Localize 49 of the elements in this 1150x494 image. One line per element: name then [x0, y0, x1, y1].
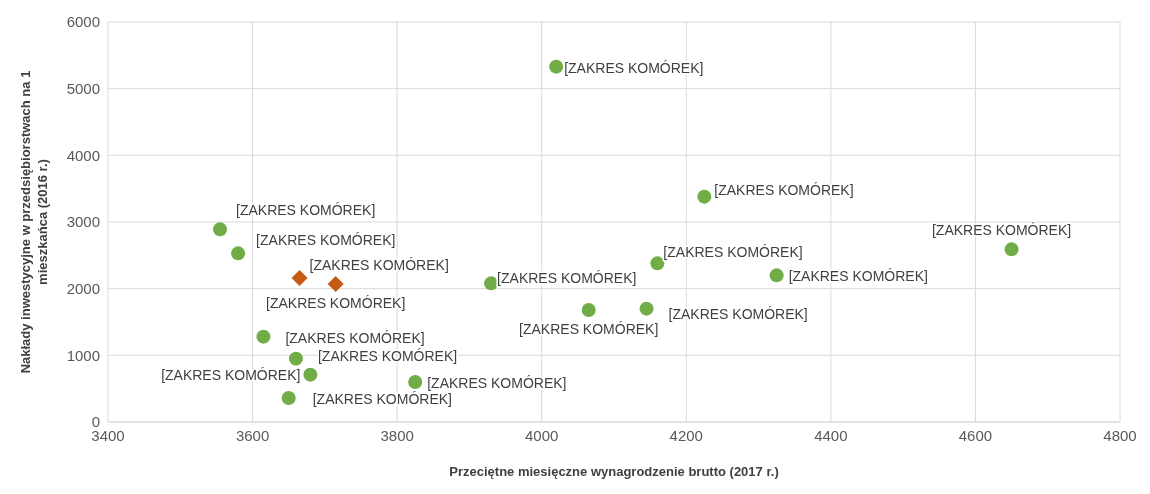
x-tick-label: 3600 — [235, 426, 270, 444]
annotation: [ZAKRES KOMÓREK] — [317, 347, 458, 364]
annotation: [ZAKRES KOMÓREK] — [788, 268, 928, 285]
point — [639, 301, 654, 316]
x-tick-label: 4400 — [814, 426, 848, 444]
point — [291, 270, 308, 286]
y-tick-label: 6000 — [66, 13, 100, 31]
annotation: [ZAKRES KOMÓREK] — [564, 59, 704, 76]
x-tick-label: 4600 — [958, 426, 993, 444]
point — [303, 367, 318, 382]
point — [213, 222, 228, 237]
point — [581, 303, 596, 317]
annotation: [ZAKRES KOMÓREK] — [427, 375, 567, 391]
annotation: [ZAKRES KOMÓREK] — [161, 366, 301, 383]
point — [288, 351, 303, 366]
x-tick-label: 4200 — [669, 426, 703, 444]
point — [231, 246, 246, 261]
y-tick-label: 5000 — [66, 79, 100, 97]
point — [408, 375, 423, 389]
annotation: [ZAKRES KOMÓREK] — [714, 181, 854, 198]
annotation: [ZAKRES KOMÓREK] — [309, 257, 449, 273]
x-tick-label: 3800 — [380, 426, 414, 444]
point — [1004, 242, 1019, 257]
y-tick-label: 1000 — [66, 346, 100, 364]
point — [281, 391, 296, 405]
x-tick-label: 4800 — [1103, 426, 1137, 444]
point — [327, 276, 344, 292]
y-tick-label: 4000 — [66, 146, 100, 164]
annotation: [ZAKRES KOMÓREK] — [663, 244, 803, 261]
annotation: [ZAKRES KOMÓREK] — [236, 202, 376, 219]
annotation: [ZAKRES KOMÓREK] — [668, 305, 808, 322]
point — [484, 276, 499, 291]
annotation: [ZAKRES KOMÓREK] — [256, 232, 396, 249]
annotation: [ZAKRES KOMÓREK] — [312, 391, 452, 407]
y-tick-label: 3000 — [66, 213, 100, 231]
annotation: [ZAKRES KOMÓREK] — [285, 329, 425, 346]
point — [256, 329, 271, 344]
annotation: [ZAKRES KOMÓREK] — [497, 270, 637, 287]
point — [549, 59, 564, 74]
annotation: [ZAKRES KOMÓREK] — [266, 295, 406, 311]
x-axis-title: Przeciętne miesięczne wynagrodzenie brutto (2017 r.) — [449, 464, 779, 479]
annotation: [ZAKRES KOMÓREK] — [931, 222, 1072, 239]
point — [769, 268, 784, 283]
point — [697, 189, 712, 204]
point — [650, 256, 665, 271]
annotation: [ZAKRES KOMÓREK] — [519, 321, 659, 337]
x-tick-label: 4000 — [525, 426, 559, 444]
y-tick-label: 2000 — [66, 279, 100, 297]
y-axis-title: Nakłady inwestycyjne w przedsiębiorstwach na 1 mieszkańca (2016 r.) — [18, 70, 50, 374]
